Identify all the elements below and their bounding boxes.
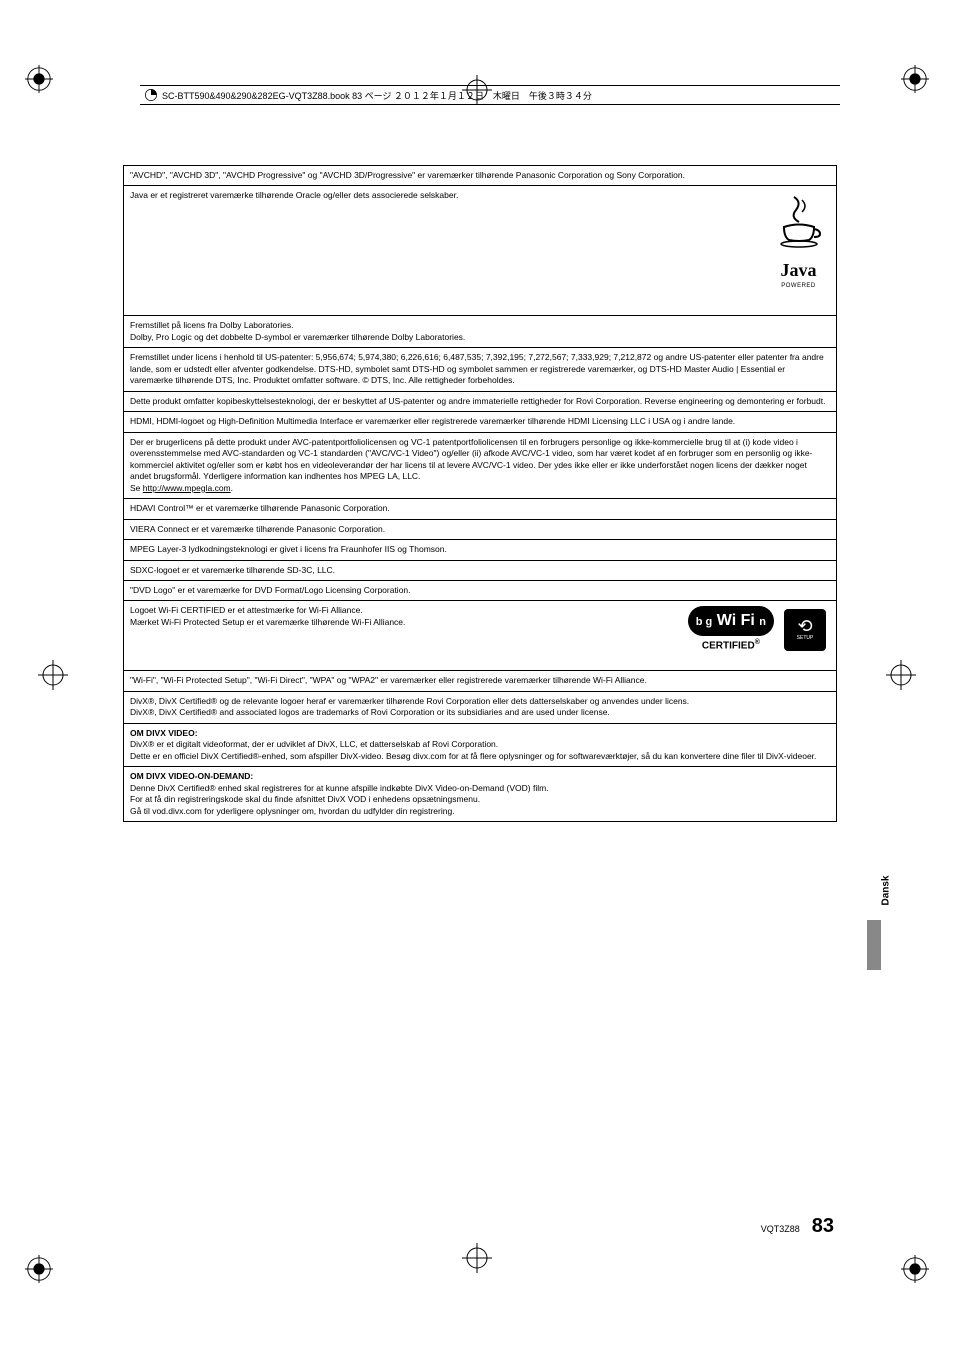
wifi-n: n: [759, 616, 766, 628]
mpeg-box: MPEG Layer-3 lydkodningsteknologi er giv…: [123, 540, 837, 560]
wifi-cert-box: Logoet Wi-Fi CERTIFIED er et attestmærke…: [123, 601, 837, 671]
avc-link-prefix: Se: [130, 483, 143, 493]
wifi-text: Wi Fi: [717, 612, 755, 629]
wifi-certified-logo: b g Wi Fi n CERTIFIED®: [688, 606, 774, 652]
java-box: Java er et registreret varemærke tilhøre…: [123, 186, 837, 316]
print-header: SC-BTT590&490&290&282EG-VQT3Z88.book 83 …: [140, 85, 840, 105]
wifi-tm-box: "Wi-Fi", "Wi-Fi Protected Setup", "Wi-Fi…: [123, 671, 837, 691]
wifi-bg: b g: [696, 616, 713, 628]
java-logo-text: Java: [771, 258, 826, 282]
divx-vod-line2: For at få din registreringskode skal du …: [130, 794, 830, 805]
divx-video-title: OM DIVX VIDEO:: [130, 728, 830, 739]
java-powered-text: POWERED: [771, 282, 826, 290]
hdavi-box: HDAVI Control™ er et varemærke tilhørend…: [123, 499, 837, 519]
dvd-box: "DVD Logo" er et varemærke for DVD Forma…: [123, 581, 837, 601]
footer-page: 83: [812, 1215, 834, 1238]
header-text: SC-BTT590&490&290&282EG-VQT3Z88.book 83 …: [162, 89, 592, 102]
avc-link: http://www.mpegla.com: [143, 483, 231, 493]
avc-box: Der er brugerlicens på dette produkt und…: [123, 433, 837, 499]
wifi-logos: b g Wi Fi n CERTIFIED® ⟲ SETUP: [688, 606, 826, 652]
java-logo: Java POWERED: [771, 192, 826, 272]
divx-rovi-box: DivX®, DivX Certified® og de relevante l…: [123, 692, 837, 724]
divx-rovi-line2: DivX®, DivX Certified® and associated lo…: [130, 707, 830, 718]
dolby-box: Fremstillet på licens fra Dolby Laborato…: [123, 316, 837, 348]
divx-vod-line3: Gå til vod.divx.com for yderligere oplys…: [130, 806, 830, 817]
dts-box: Fremstillet under licens i henhold til U…: [123, 348, 837, 391]
language-tab: Dansk: [881, 876, 892, 906]
reg-mark-right: [886, 660, 916, 690]
divx-video-box: OM DIVX VIDEO: DivX® er et digitalt vide…: [123, 724, 837, 767]
side-gray-band: [867, 920, 881, 970]
divx-video-line1: DivX® er et digitalt videoformat, der er…: [130, 739, 830, 750]
crop-mark-bl: [25, 1255, 53, 1283]
dolby-line2: Dolby, Pro Logic og det dobbelte D-symbo…: [130, 332, 830, 343]
viera-box: VIERA Connect er et varemærke tilhørende…: [123, 520, 837, 540]
crop-mark-br: [901, 1255, 929, 1283]
footer-code: VQT3Z88: [761, 1224, 800, 1234]
sdxc-box: SDXC-logoet er et varemærke tilhørende S…: [123, 561, 837, 581]
hdmi-box: HDMI, HDMI-logoet og High-Definition Mul…: [123, 412, 837, 432]
reg-mark-left: [38, 660, 68, 690]
wifi-setup-logo: ⟲ SETUP: [784, 609, 826, 651]
rovi-box: Dette produkt omfatter kopibeskyttelsest…: [123, 392, 837, 412]
wifi-setup-label: SETUP: [797, 635, 814, 642]
avc-text: Der er brugerlicens på dette produkt und…: [130, 437, 812, 481]
divx-rovi-line1: DivX®, DivX Certified® og de relevante l…: [130, 696, 830, 707]
avchd-box: "AVCHD", "AVCHD 3D", "AVCHD Progressive"…: [123, 165, 837, 186]
crop-mark-tl: [25, 65, 53, 93]
java-text: Java er et registreret varemærke tilhøre…: [130, 190, 458, 200]
reg-mark-bottom: [462, 1243, 492, 1273]
dolby-line1: Fremstillet på licens fra Dolby Laborato…: [130, 320, 830, 331]
wifi-certified-label: CERTIFIED: [702, 640, 755, 651]
divx-vod-line1: Denne DivX Certified® enhed skal registr…: [130, 783, 830, 794]
divx-vod-box: OM DIVX VIDEO-ON-DEMAND: Denne DivX Cert…: [123, 767, 837, 822]
divx-vod-title: OM DIVX VIDEO-ON-DEMAND:: [130, 771, 830, 782]
divx-video-line2: Dette er en officiel DivX Certified®-enh…: [130, 751, 830, 762]
page-footer: VQT3Z88 83: [761, 1215, 834, 1238]
crop-mark-tr: [901, 65, 929, 93]
document-content: "AVCHD", "AVCHD 3D", "AVCHD Progressive"…: [123, 165, 837, 822]
